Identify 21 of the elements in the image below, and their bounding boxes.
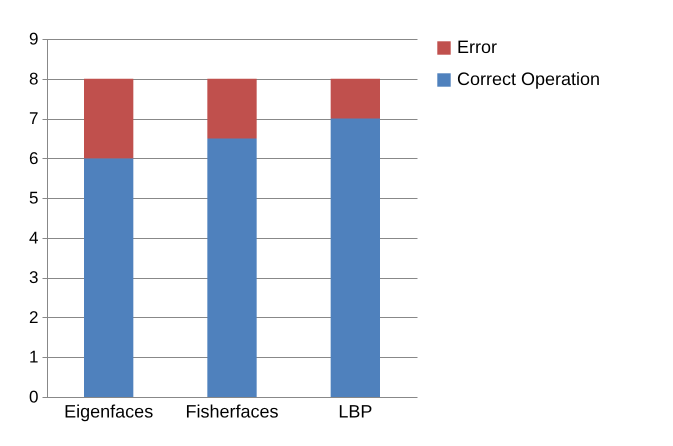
y-tick-label: 6 xyxy=(29,148,38,168)
bar xyxy=(330,78,380,119)
bar xyxy=(207,78,257,138)
y-tick-label: 2 xyxy=(29,308,38,327)
bar xyxy=(330,118,380,397)
y-tick-label: 0 xyxy=(29,388,38,406)
y-tick-label: 8 xyxy=(29,69,38,88)
bar xyxy=(207,138,257,397)
bar xyxy=(84,158,134,397)
x-tick-label: LBP xyxy=(338,402,372,422)
legend-label: Correct Operation xyxy=(457,69,600,89)
legend-label: Error xyxy=(457,37,498,57)
y-tick-label: 1 xyxy=(29,348,38,367)
y-tick-label: 4 xyxy=(29,228,38,248)
bar xyxy=(84,78,134,158)
y-tick-label: 5 xyxy=(29,188,38,208)
y-tick-label: 9 xyxy=(29,30,38,48)
y-tick-label: 7 xyxy=(29,109,38,128)
y-tick-label: 3 xyxy=(29,268,38,288)
x-tick-label: Fisherfaces xyxy=(185,402,279,422)
x-tick-label: Eigenfaces xyxy=(64,402,154,422)
